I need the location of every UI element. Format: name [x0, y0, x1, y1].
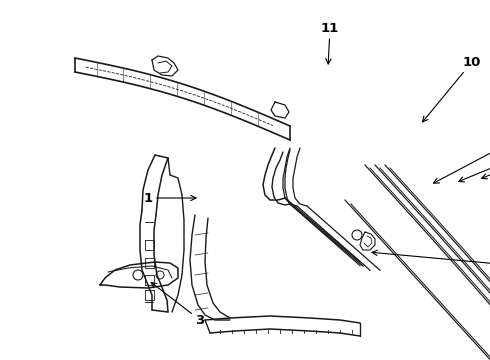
Text: 7: 7 [372, 250, 490, 292]
Text: 1: 1 [144, 192, 196, 204]
Text: 5: 5 [459, 141, 490, 182]
Text: 2: 2 [434, 141, 490, 183]
Text: 10: 10 [422, 55, 481, 122]
Text: 11: 11 [321, 22, 339, 64]
Text: 8: 8 [0, 359, 1, 360]
Text: 6: 6 [0, 359, 1, 360]
Text: 3: 3 [151, 283, 205, 327]
Text: 4: 4 [482, 139, 490, 179]
Text: 9: 9 [0, 359, 1, 360]
